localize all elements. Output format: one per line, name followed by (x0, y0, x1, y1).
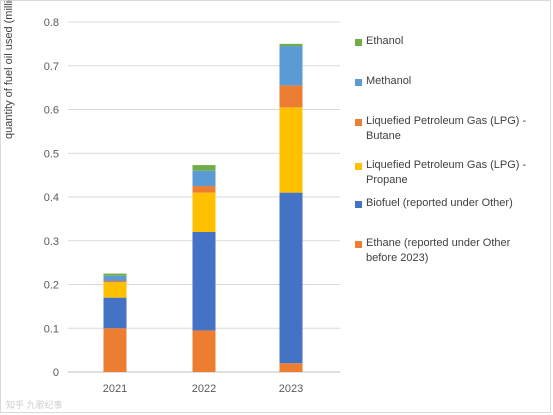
legend-label: Ethanol (366, 35, 404, 47)
x-tick-label: 2022 (192, 383, 216, 395)
bar-segment (103, 282, 127, 298)
y-tick-label: 0.3 (44, 236, 59, 248)
legend-item: Ethane (reported under Other before 2023… (355, 236, 541, 266)
legend-item: Biofuel (reported under Other) (355, 196, 541, 211)
legend-item: Liquefied Petroleum Gas (LPG) - Propane (355, 158, 541, 188)
bar-segment (279, 363, 303, 372)
legend-swatch (355, 79, 362, 86)
y-tick-label: 0.7 (44, 61, 59, 73)
x-tick-label: 2021 (103, 383, 127, 395)
bar-segment (279, 192, 303, 364)
watermark: 知乎 九歌纪事 (6, 400, 63, 410)
bar-segment (103, 328, 127, 372)
legend-label: Biofuel (reported under Other) (366, 197, 513, 209)
legend-swatch (355, 241, 362, 248)
bar-segment (103, 297, 127, 329)
bar-segment (192, 170, 216, 187)
bar-segment (279, 85, 303, 108)
x-tick-label: 2023 (279, 383, 303, 395)
y-tick-label: 0 (53, 367, 59, 379)
legend-swatch (355, 119, 362, 126)
legend-swatch (355, 163, 362, 170)
bar-segment (279, 43, 303, 47)
legend-swatch (355, 201, 362, 208)
y-tick-label: 0.6 (44, 105, 59, 117)
legend-label: Ethane (reported under Other before 2023… (366, 237, 511, 264)
legend-label: Methanol (366, 75, 412, 87)
bar-segment (192, 165, 216, 171)
y-tick-label: 0.4 (44, 192, 59, 204)
y-tick-label: 0.2 (44, 280, 59, 292)
y-tick-label: 0.1 (44, 323, 59, 335)
legend-item: Liquefied Petroleum Gas (LPG) - Butane (355, 114, 541, 144)
legend-item: Ethanol (355, 34, 541, 49)
bar-segment (103, 273, 127, 276)
bar-segment (192, 192, 216, 232)
bar-segment (279, 107, 303, 193)
bar-segment (103, 275, 127, 281)
y-axis-label: quantity of fuel oil used (millions of t… (3, 0, 15, 139)
y-tick-label: 0.8 (44, 17, 59, 29)
legend-swatch (355, 39, 362, 46)
bar-segment (279, 46, 303, 86)
y-tick-label: 0.5 (44, 148, 59, 160)
bar-segment (192, 330, 216, 372)
bar-segment (103, 281, 127, 283)
legend-item: Methanol (355, 74, 541, 89)
legend-label: Liquefied Petroleum Gas (LPG) - Butane (366, 115, 527, 142)
bar-segment (192, 232, 216, 331)
bar-segment (192, 186, 216, 193)
legend-label: Liquefied Petroleum Gas (LPG) - Propane (366, 159, 527, 186)
